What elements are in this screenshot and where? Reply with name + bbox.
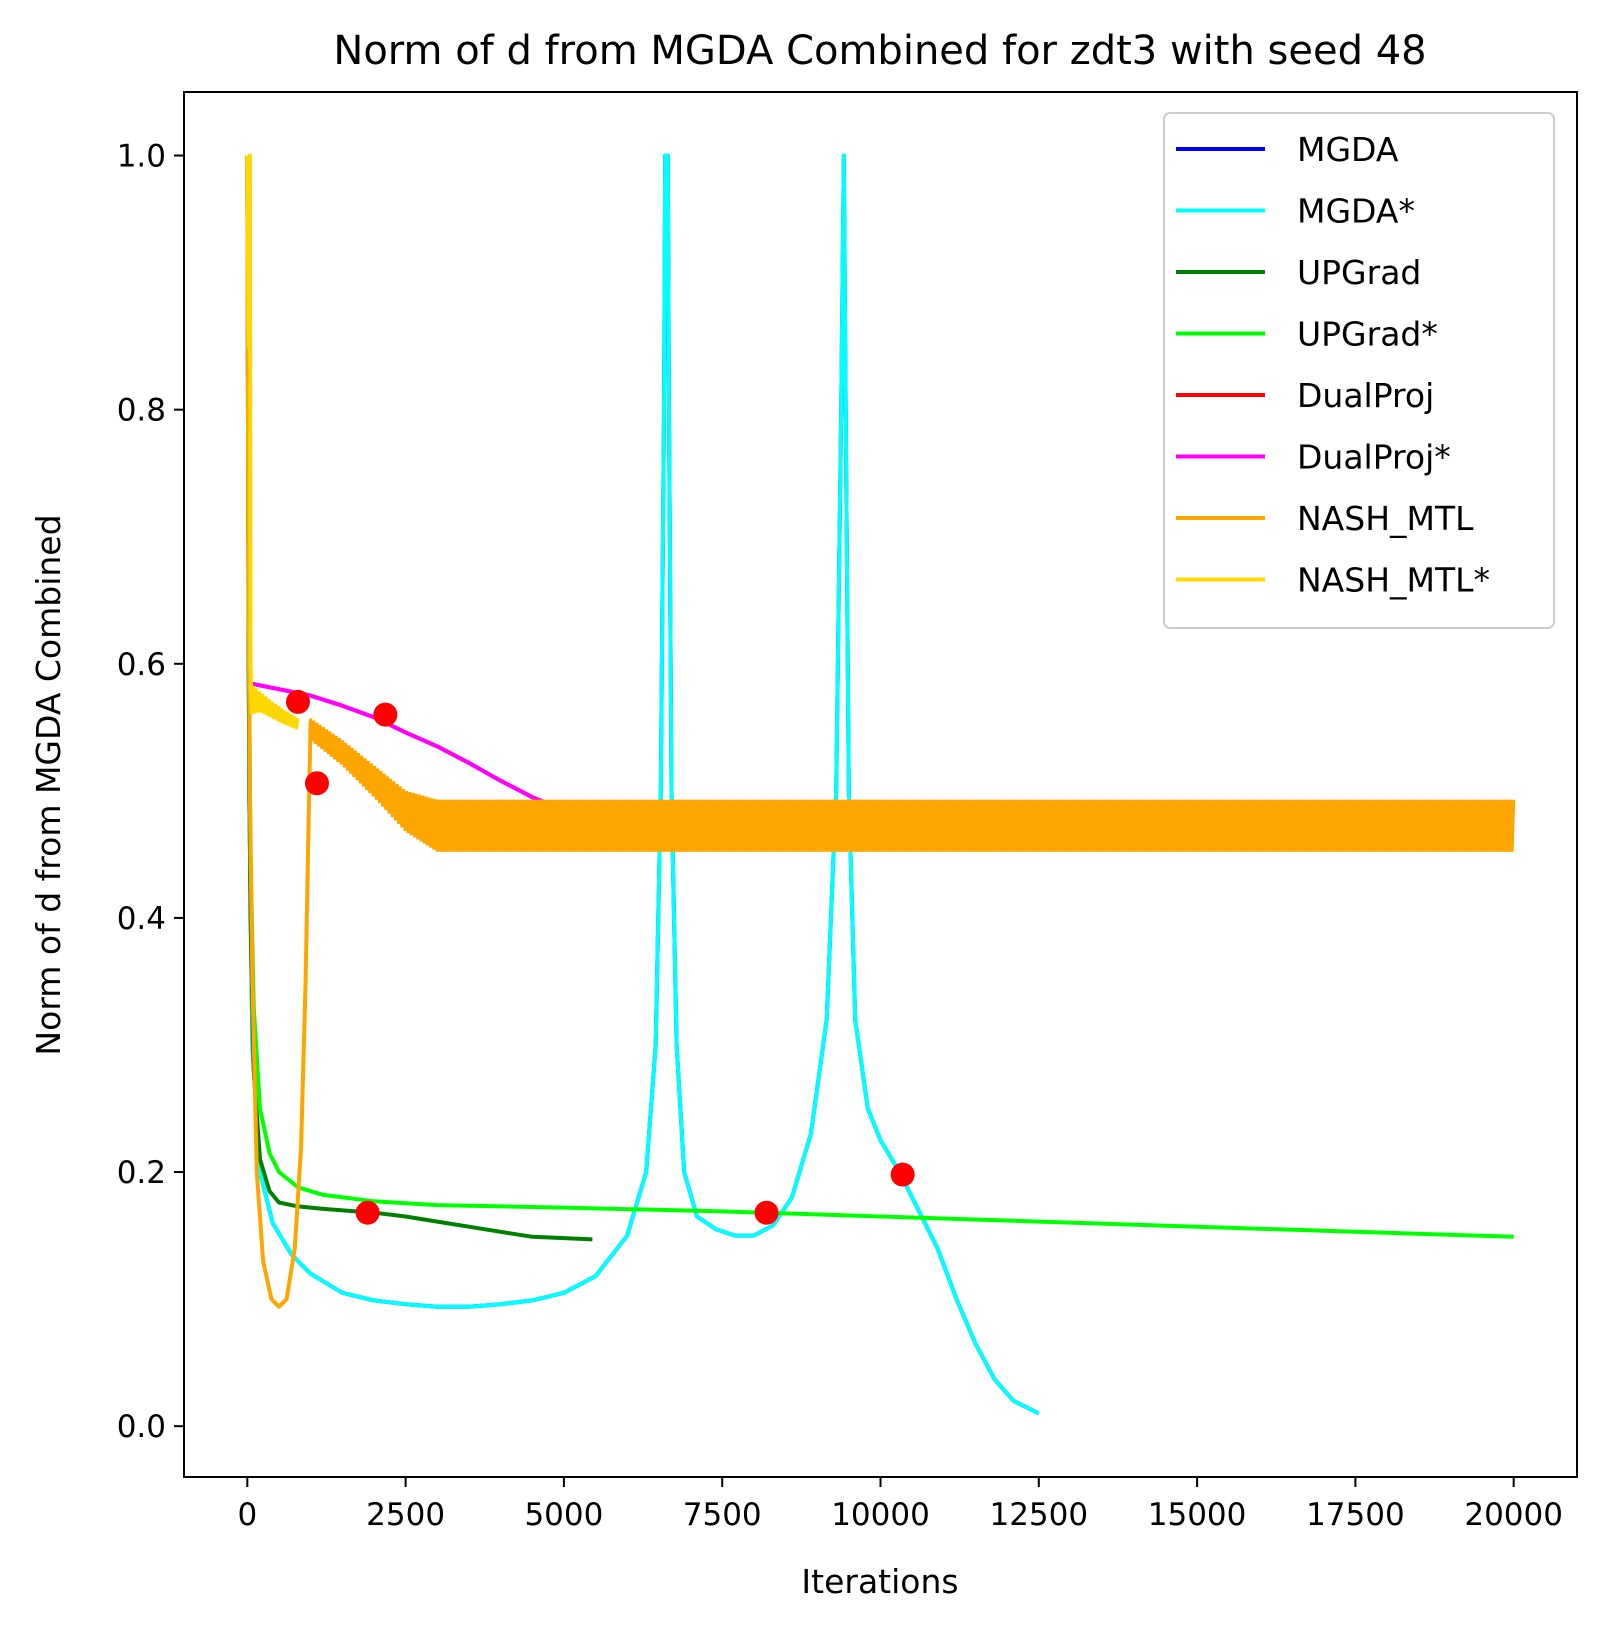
series-nash-mtl (245, 155, 1516, 1309)
series-band-nash-mtl (309, 718, 1516, 852)
x-tick-label: 10000 (831, 1497, 930, 1533)
y-tick-label: 0.6 (117, 647, 166, 683)
y-tick-label: 1.0 (117, 139, 166, 175)
legend-label: DualProj (1297, 376, 1434, 415)
y-tick-label: 0.2 (117, 1155, 166, 1191)
legend-label: UPGrad (1297, 253, 1421, 292)
legend-label: NASH_MTL* (1297, 561, 1490, 600)
y-tick-label: 0.0 (117, 1409, 166, 1445)
marker-point (373, 702, 398, 727)
x-axis: 0 2500 5000 7500 10000 12500 15000 17500 20000 (237, 1477, 1563, 1533)
series-mgda-star (245, 153, 1040, 1416)
x-tick-label: 20000 (1464, 1497, 1563, 1533)
legend-label: MGDA* (1297, 192, 1415, 231)
series-line-nash-mtl-star (245, 153, 254, 690)
x-tick-label: 2500 (366, 1497, 445, 1533)
legend-items: MGDA MGDA* UPGrad UPGrad* DualProj DualProj* N… (1176, 130, 1490, 600)
marker-layer (285, 689, 915, 1225)
x-tick-label: 7500 (683, 1497, 762, 1533)
legend-label: MGDA (1297, 130, 1399, 169)
x-tick-label: 12500 (989, 1497, 1088, 1533)
legend: MGDA MGDA* UPGrad UPGrad* DualProj DualProj* N… (1163, 112, 1555, 629)
marker-point (890, 1162, 915, 1187)
x-axis-label: Iterations (801, 1562, 958, 1601)
y-axis: 0.0 0.2 0.4 0.6 0.8 1.0 (117, 139, 184, 1445)
x-tick-label: 5000 (524, 1497, 603, 1533)
marker-point (754, 1200, 779, 1225)
series-nash-mtl-star (245, 153, 300, 730)
marker-point (304, 771, 329, 796)
y-tick-label: 0.4 (117, 901, 166, 937)
x-tick-label: 15000 (1148, 1497, 1247, 1533)
marker-point (285, 689, 310, 714)
legend-label: UPGrad* (1297, 315, 1438, 354)
y-axis-label: Norm of d from MGDA Combined (29, 514, 68, 1055)
x-tick-label: 17500 (1306, 1497, 1405, 1533)
marker-point (355, 1200, 380, 1225)
chart-title: Norm of d from MGDA Combined for zdt3 wi… (333, 28, 1426, 74)
legend-label: NASH_MTL (1297, 499, 1474, 538)
legend-label: DualProj* (1297, 438, 1451, 477)
legend-box (1163, 112, 1555, 629)
series-line-nash-mtl (245, 155, 313, 1309)
x-tick-label: 0 (237, 1497, 257, 1533)
series-line-mgda-star (245, 153, 1040, 1416)
series-layer (245, 153, 1516, 1416)
series-band-nash-mtl-star (248, 682, 300, 730)
y-tick-label: 0.8 (117, 393, 166, 429)
